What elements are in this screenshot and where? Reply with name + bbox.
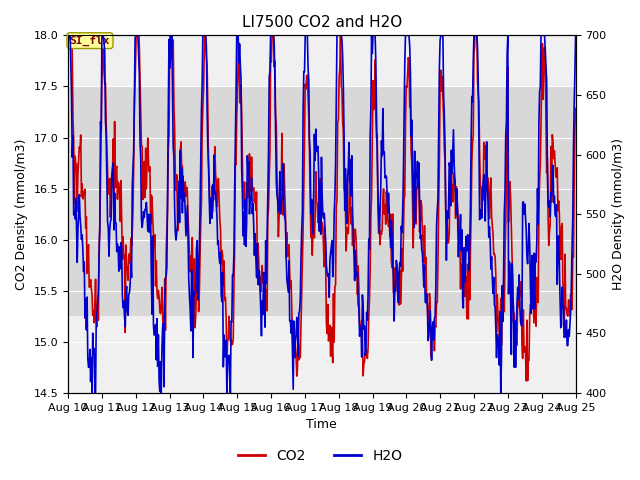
X-axis label: Time: Time [307, 419, 337, 432]
Text: SI_flx: SI_flx [70, 36, 110, 46]
Legend: CO2, H2O: CO2, H2O [232, 443, 408, 468]
Y-axis label: H2O Density (mmol/m3): H2O Density (mmol/m3) [612, 138, 625, 290]
Title: LI7500 CO2 and H2O: LI7500 CO2 and H2O [242, 15, 402, 30]
Bar [68, 86, 575, 316]
Y-axis label: CO2 Density (mmol/m3): CO2 Density (mmol/m3) [15, 139, 28, 290]
